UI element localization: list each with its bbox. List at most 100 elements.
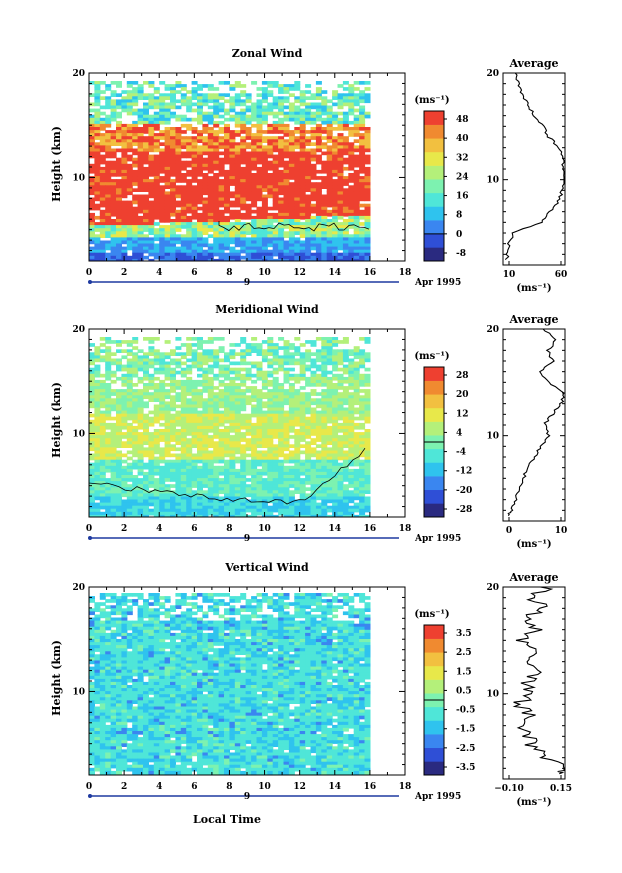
heatmap-cell — [364, 191, 371, 196]
heatmap-cell — [110, 114, 117, 119]
heatmap-cell — [283, 209, 290, 214]
heatmap-cell — [99, 136, 106, 140]
heatmap-cell — [278, 358, 285, 363]
heatmap-cell — [121, 222, 128, 226]
heatmap-cell — [240, 361, 247, 366]
heatmap-cell — [342, 237, 349, 242]
heatmap-cell — [191, 102, 198, 107]
heatmap-cell — [359, 444, 366, 448]
heatmap-cell — [348, 222, 355, 226]
heatmap-cell — [197, 212, 203, 217]
heatmap-cell — [272, 188, 279, 192]
heatmap-cell — [126, 133, 133, 137]
heatmap-cell — [218, 234, 225, 238]
heatmap-cell — [148, 456, 155, 461]
heatmap-cell — [164, 389, 171, 393]
heatmap-cell — [267, 225, 274, 229]
heatmap-cell — [256, 471, 263, 476]
heatmap-cell — [148, 93, 155, 97]
heatmap-cell — [143, 127, 149, 131]
heatmap-cell — [229, 370, 236, 375]
heatmap-cell — [153, 185, 160, 189]
heatmap-cell — [326, 432, 333, 436]
heatmap-cell — [310, 173, 317, 177]
heatmap-cell — [186, 398, 193, 402]
heatmap-cell — [148, 182, 155, 186]
heatmap-cell — [207, 222, 214, 226]
heatmap-cell — [213, 349, 220, 353]
heatmap-cell — [224, 81, 230, 85]
heatmap-cell — [137, 87, 144, 91]
heatmap-cell — [99, 383, 106, 387]
heatmap-cell — [326, 386, 333, 390]
heatmap-cell — [359, 228, 366, 232]
heatmap-cell — [126, 234, 133, 238]
heatmap-cell — [105, 459, 112, 464]
heatmap-cell — [342, 364, 349, 369]
heatmap-cell — [99, 185, 106, 189]
heatmap-cell — [299, 222, 306, 226]
heatmap-cell — [213, 111, 220, 116]
heatmap-cell — [153, 392, 160, 396]
heatmap-cell — [256, 145, 263, 150]
heatmap-cell — [197, 459, 203, 464]
heatmap-cell — [197, 258, 203, 261]
heatmap-cell — [267, 352, 274, 356]
heatmap-cell — [342, 419, 349, 424]
heatmap-cell — [326, 459, 333, 464]
heatmap-cell — [153, 166, 160, 171]
heatmap-cell — [132, 462, 139, 467]
heatmap-cell — [180, 87, 187, 91]
heatmap-cell — [353, 361, 360, 366]
heatmap-cell — [186, 219, 193, 223]
heatmap-cell — [148, 490, 155, 494]
heatmap-cell — [126, 410, 133, 415]
heatmap-cell — [294, 490, 301, 494]
heatmap-cell — [180, 163, 187, 168]
heatmap-cell — [99, 379, 106, 384]
heatmap-cell — [251, 493, 258, 498]
heatmap-cell — [332, 197, 339, 202]
heatmap-cell — [353, 173, 360, 177]
heatmap-cell — [126, 145, 133, 150]
heatmap-cell — [170, 151, 176, 156]
heatmap-cell — [272, 145, 279, 150]
heatmap-cell — [186, 416, 193, 421]
heatmap-cell — [218, 200, 225, 205]
heatmap-cell — [229, 355, 236, 360]
heatmap-cell — [202, 222, 209, 226]
heatmap-cell — [272, 493, 279, 498]
heatmap-cell — [234, 410, 241, 415]
heatmap-cell — [202, 450, 209, 455]
heatmap-cell — [234, 471, 241, 476]
heatmap-cell — [342, 142, 349, 146]
heatmap-cell — [191, 432, 198, 436]
heatmap-cell — [288, 225, 295, 229]
heatmap-cell — [99, 358, 106, 363]
heatmap-cell — [278, 99, 285, 104]
heatmap-cell — [207, 120, 214, 125]
heatmap-cell — [359, 447, 366, 452]
heatmap-cell — [153, 410, 160, 415]
heatmap-cell — [105, 450, 112, 455]
heatmap-cell — [283, 441, 290, 445]
heatmap-cell — [245, 441, 252, 445]
heatmap-cell — [207, 93, 214, 97]
heatmap-cell — [353, 471, 360, 476]
heatmap-cell — [326, 133, 333, 137]
heatmap-cell — [359, 358, 366, 363]
heatmap-cell — [89, 478, 95, 482]
heatmap-cell — [164, 84, 171, 88]
heatmap-cell — [240, 340, 247, 344]
heatmap-cell — [105, 142, 112, 146]
heatmap-cell — [132, 444, 139, 448]
heatmap-cell — [310, 453, 317, 458]
heatmap-cell — [218, 398, 225, 402]
heatmap-cell — [326, 173, 333, 177]
heatmap-cell — [175, 228, 182, 232]
heatmap-cell — [186, 462, 193, 467]
heatmap-cell — [132, 127, 139, 131]
heatmap-cell — [364, 136, 371, 140]
heatmap-cell — [213, 246, 220, 251]
heatmap-cell — [272, 450, 279, 455]
